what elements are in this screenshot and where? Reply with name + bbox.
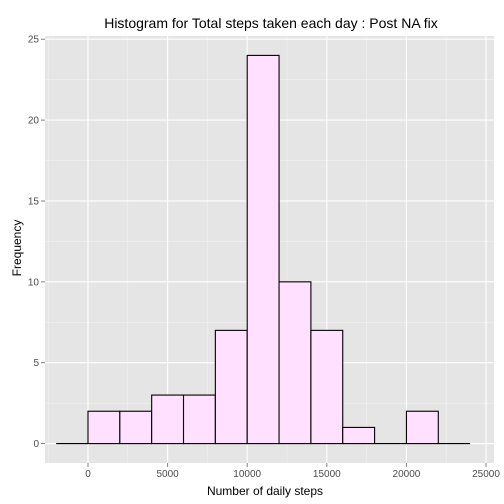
chart-title: Histogram for Total steps taken each day… [104, 15, 438, 31]
x-tick-label: 20000 [393, 469, 421, 480]
histogram-bar [182, 394, 216, 445]
x-tick-label: 10000 [233, 469, 261, 480]
histogram-bar [246, 54, 280, 445]
histogram-bars [56, 54, 471, 445]
histogram-bar [119, 410, 153, 445]
x-axis-title: Number of daily steps [207, 484, 323, 498]
histogram-bar [151, 394, 185, 445]
histogram-bar [310, 329, 344, 445]
x-tick-label: 0 [85, 469, 91, 480]
x-tick-label: 25000 [472, 469, 500, 480]
x-tick-label: 15000 [313, 469, 341, 480]
y-tick-label: 15 [28, 196, 40, 207]
histogram-bar [342, 426, 376, 445]
y-tick-label: 20 [28, 116, 40, 127]
histogram-bar [278, 281, 312, 445]
y-axis-title: Frequency [10, 220, 24, 277]
axes: 0 5000 10000 15000 20000 25000 0 5 10 15 20 25 [28, 35, 501, 480]
y-tick-label: 0 [33, 439, 39, 450]
histogram-bar [87, 410, 121, 445]
y-tick-label: 25 [28, 35, 40, 46]
histogram-bar [214, 329, 248, 445]
y-tick-label: 5 [33, 358, 39, 369]
y-tick-label: 10 [28, 277, 40, 288]
histogram-bar [405, 410, 439, 445]
x-tick-label: 5000 [156, 469, 179, 480]
